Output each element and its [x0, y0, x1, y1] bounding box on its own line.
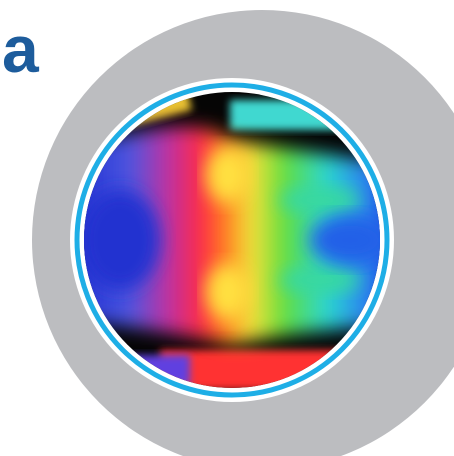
- blue-ring: [74, 82, 390, 398]
- panel-label: a: [2, 12, 40, 86]
